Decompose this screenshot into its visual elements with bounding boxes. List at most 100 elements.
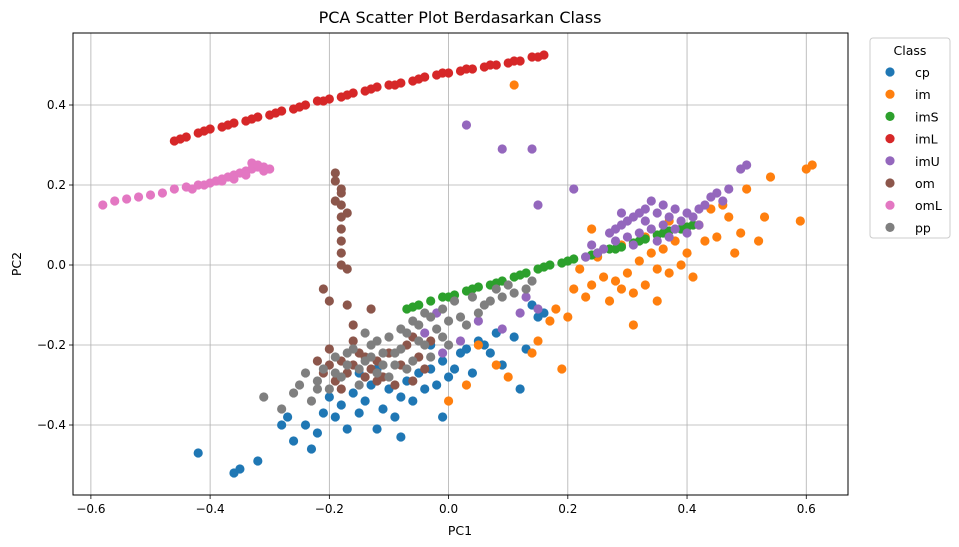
data-point <box>110 196 120 206</box>
data-point <box>485 60 495 70</box>
data-point <box>736 164 746 174</box>
data-point <box>664 212 674 222</box>
data-point <box>336 248 346 258</box>
data-point <box>509 80 519 90</box>
data-point <box>253 160 263 170</box>
data-point <box>414 74 424 84</box>
data-point <box>730 248 740 258</box>
x-tick-label: 0.0 <box>439 502 458 516</box>
data-point <box>706 192 716 202</box>
data-point <box>652 264 662 274</box>
data-point <box>622 268 633 278</box>
data-point <box>467 284 478 294</box>
series-cp <box>193 300 549 478</box>
data-point <box>271 108 281 118</box>
data-point <box>175 134 185 144</box>
data-point <box>676 216 686 226</box>
data-point <box>598 272 609 282</box>
data-point <box>324 296 334 306</box>
data-point <box>455 336 466 346</box>
data-point <box>300 420 311 430</box>
data-point <box>587 240 597 250</box>
legend-label: omL <box>915 198 942 213</box>
data-point <box>288 436 299 446</box>
data-point <box>587 280 597 290</box>
legend-label: im <box>915 87 931 102</box>
plot-frame <box>72 32 849 496</box>
data-point <box>360 328 370 338</box>
data-point <box>438 348 448 358</box>
legend-label: om <box>915 176 935 191</box>
data-point <box>455 312 466 322</box>
data-point <box>801 164 811 174</box>
data-point <box>521 284 531 294</box>
data-point <box>360 372 370 382</box>
legend-label: pp <box>915 220 931 235</box>
data-point <box>533 200 543 210</box>
data-point <box>408 376 418 386</box>
data-point <box>759 212 770 222</box>
data-point <box>390 360 400 370</box>
x-axis-label: PC1 <box>448 523 472 538</box>
data-point <box>491 360 501 370</box>
data-point <box>390 380 400 390</box>
legend-marker <box>885 200 895 210</box>
data-point <box>509 56 519 66</box>
data-point <box>634 256 644 266</box>
data-point <box>581 292 591 302</box>
data-point <box>527 276 537 286</box>
data-point <box>497 292 507 302</box>
data-point <box>366 304 376 314</box>
data-point <box>616 208 627 218</box>
data-point <box>294 102 305 112</box>
x-tick-label: −0.4 <box>196 502 225 516</box>
data-point <box>348 388 358 398</box>
x-tick-label: 0.6 <box>797 502 816 516</box>
data-point <box>318 364 328 374</box>
data-point <box>426 296 436 306</box>
data-point <box>694 204 704 214</box>
data-point <box>700 236 710 246</box>
data-point <box>396 392 406 402</box>
data-point <box>485 296 495 306</box>
data-point <box>432 324 442 334</box>
data-point <box>336 212 346 222</box>
data-point <box>628 288 638 298</box>
data-point <box>438 332 448 342</box>
y-tick-label: 0.2 <box>47 178 66 192</box>
series-imL <box>169 50 549 146</box>
data-point <box>312 384 323 394</box>
grid-lines <box>73 33 848 495</box>
data-point <box>420 328 430 338</box>
data-point <box>652 236 662 246</box>
data-point <box>676 260 686 270</box>
data-point <box>652 296 662 306</box>
legend-marker <box>885 222 895 232</box>
data-point <box>390 80 400 90</box>
data-point <box>688 272 698 282</box>
data-point <box>515 270 525 280</box>
data-point <box>342 300 352 310</box>
data-point <box>288 388 299 398</box>
data-point <box>145 190 156 200</box>
data-point <box>467 368 478 378</box>
data-point <box>98 200 108 210</box>
data-point <box>622 216 633 226</box>
data-point <box>664 268 674 278</box>
data-point <box>336 236 346 246</box>
data-point <box>253 456 263 466</box>
data-point <box>575 264 585 274</box>
data-point <box>569 284 579 294</box>
data-point <box>408 302 418 312</box>
legend-marker <box>885 89 895 99</box>
data-point <box>461 64 472 74</box>
data-points <box>98 50 817 478</box>
data-point <box>342 424 352 434</box>
data-point <box>646 248 656 258</box>
data-point <box>646 196 656 206</box>
data-point <box>324 392 334 402</box>
data-point <box>187 184 197 194</box>
data-point <box>658 200 668 210</box>
data-point <box>664 232 674 242</box>
